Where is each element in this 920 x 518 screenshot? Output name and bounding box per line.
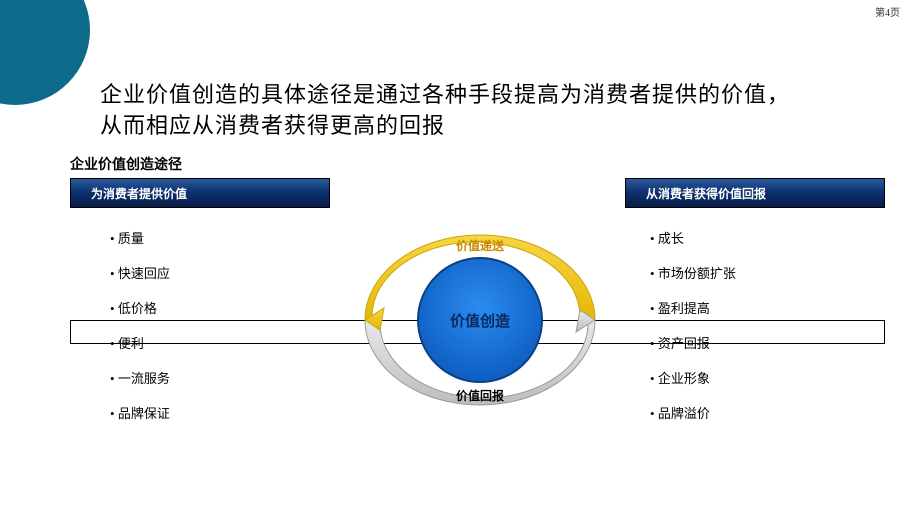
decorative-corner-circle [0, 0, 90, 105]
list-item: • 品牌溢价 [650, 403, 736, 422]
left-header-bar: 为消费者提供价值 [70, 178, 330, 208]
list-item: • 盈利提高 [650, 298, 736, 317]
right-header-text: 从消费者获得价值回报 [646, 185, 766, 202]
title-line1: 企业价值创造的具体途径是通过各种手段提高为消费者提供的价值， [100, 82, 790, 107]
title-line2: 从而相应从消费者获得更高的回报 [100, 113, 445, 138]
slide-title: 企业价值创造的具体途径是通过各种手段提高为消费者提供的价值， 从而相应从消费者获… [100, 80, 880, 142]
right-header-bar: 从消费者获得价值回报 [625, 178, 885, 208]
list-item: • 企业形象 [650, 368, 736, 387]
list-item: • 品牌保证 [110, 403, 170, 422]
value-cycle-diagram: 价值递送 价值创造 价值回报 [360, 230, 600, 410]
list-item: • 快速回应 [110, 263, 170, 282]
left-header-text: 为消费者提供价值 [91, 185, 187, 202]
slide-subtitle: 企业价值创造途径 [70, 154, 182, 174]
top-arc-label: 价值递送 [456, 238, 505, 253]
page-number: 第4页 [875, 4, 900, 19]
list-item: • 低价格 [110, 298, 170, 317]
bottom-arc-label: 价值回报 [456, 388, 504, 403]
list-item: • 质量 [110, 228, 170, 247]
slide: 第4页 企业价值创造的具体途径是通过各种手段提高为消费者提供的价值， 从而相应从… [0, 0, 920, 518]
cycle-svg: 价值递送 价值创造 价值回报 [360, 230, 600, 410]
list-item: • 成长 [650, 228, 736, 247]
center-label: 价值创造 [450, 312, 510, 330]
list-item: • 一流服务 [110, 368, 170, 387]
list-item: • 市场份额扩张 [650, 263, 736, 282]
